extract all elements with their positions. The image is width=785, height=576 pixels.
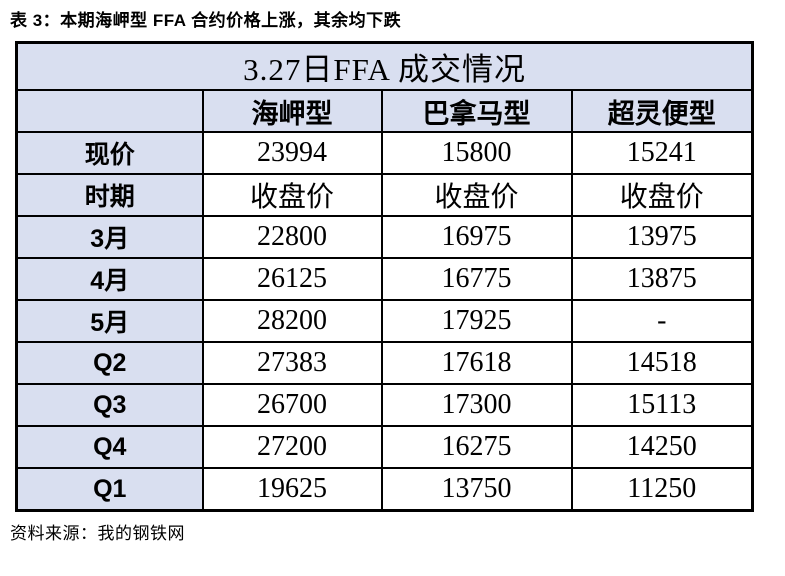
table-row-q2: Q2 27383 17618 14518 <box>15 341 754 385</box>
row-label: 3月 <box>15 215 204 259</box>
cell-value: 收盘价 <box>201 173 383 217</box>
col-header-supramax: 超灵便型 <box>570 89 754 133</box>
row-label: 时期 <box>15 173 204 217</box>
ffa-price-table: 3.27日FFA 成交情况 海岬型 巴拿马型 超灵便型 现价 23994 158… <box>15 41 755 512</box>
table-row-period: 时期 收盘价 收盘价 收盘价 <box>15 173 754 217</box>
cell-value: 17618 <box>380 341 573 385</box>
row-label: Q2 <box>15 341 204 385</box>
cell-value: 收盘价 <box>570 173 754 217</box>
cell-value: - <box>570 299 754 343</box>
cell-value: 17300 <box>380 383 573 427</box>
cell-value: 13975 <box>570 215 754 259</box>
row-label: Q3 <box>15 383 204 427</box>
cell-value: 23994 <box>201 131 383 175</box>
row-label: 现价 <box>15 131 204 175</box>
source-note: 资料来源：我的钢铁网 <box>10 524 185 543</box>
row-label: Q4 <box>15 425 204 469</box>
cell-value: 16275 <box>380 425 573 469</box>
table-row-may: 5月 28200 17925 - <box>15 299 754 343</box>
table-row-spot: 现价 23994 15800 15241 <box>15 131 754 175</box>
cell-value: 13875 <box>570 257 754 301</box>
column-header-row: 海岬型 巴拿马型 超灵便型 <box>15 89 754 133</box>
col-header-panamax: 巴拿马型 <box>380 89 573 133</box>
row-label: Q1 <box>15 467 204 512</box>
table-row-q3: Q3 26700 17300 15113 <box>15 383 754 427</box>
cell-value: 19625 <box>201 467 383 512</box>
col-header-blank <box>15 89 204 133</box>
col-header-capesize: 海岬型 <box>201 89 383 133</box>
table-row-march: 3月 22800 16975 13975 <box>15 215 754 259</box>
cell-value: 28200 <box>201 299 383 343</box>
cell-value: 15241 <box>570 131 754 175</box>
cell-value: 14250 <box>570 425 754 469</box>
cell-value: 27383 <box>201 341 383 385</box>
table-row-q1: Q1 19625 13750 11250 <box>15 467 754 512</box>
table-row-april: 4月 26125 16775 13875 <box>15 257 754 301</box>
cell-value: 16975 <box>380 215 573 259</box>
row-label: 4月 <box>15 257 204 301</box>
cell-value: 15113 <box>570 383 754 427</box>
cell-value: 14518 <box>570 341 754 385</box>
table-title-row: 3.27日FFA 成交情况 <box>15 41 754 91</box>
cell-value: 22800 <box>201 215 383 259</box>
page-title: 表 3：本期海岬型 FFA 合约价格上涨，其余均下跌 <box>10 11 402 30</box>
row-label: 5月 <box>15 299 204 343</box>
cell-value: 13750 <box>380 467 573 512</box>
cell-value: 11250 <box>570 467 754 512</box>
cell-value: 15800 <box>380 131 573 175</box>
cell-value: 27200 <box>201 425 383 469</box>
cell-value: 26700 <box>201 383 383 427</box>
cell-value: 收盘价 <box>380 173 573 217</box>
cell-value: 26125 <box>201 257 383 301</box>
table-title: 3.27日FFA 成交情况 <box>15 41 754 91</box>
cell-value: 17925 <box>380 299 573 343</box>
cell-value: 16775 <box>380 257 573 301</box>
table-row-q4: Q4 27200 16275 14250 <box>15 425 754 469</box>
